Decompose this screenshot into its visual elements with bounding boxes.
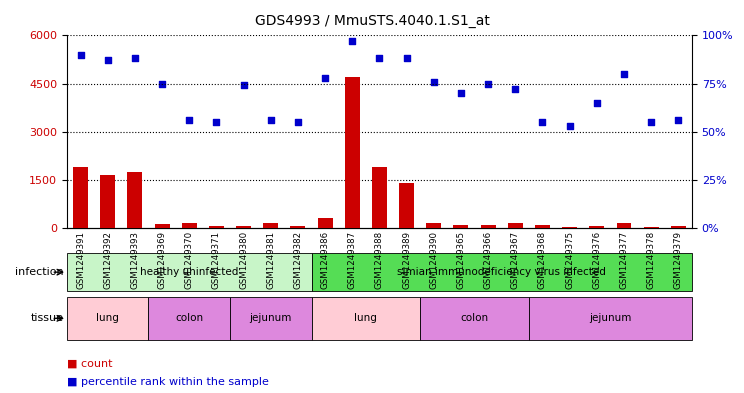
Point [292,119,304,125]
Bar [67,253,312,291]
Point [183,117,195,123]
Point [536,119,548,125]
Bar [209,226,224,228]
Text: jejunum: jejunum [589,313,632,323]
Point [102,57,114,64]
Point [455,90,467,96]
Text: tissue: tissue [31,313,63,323]
Point [319,75,331,81]
Bar [426,223,441,228]
Bar [149,297,230,340]
Point [265,117,277,123]
Bar [312,253,692,291]
Bar [67,297,149,340]
Point [564,123,576,129]
Bar [399,183,414,228]
Text: colon: colon [175,313,203,323]
Point [211,119,222,125]
Bar [73,167,88,228]
Point [74,51,86,58]
Bar [508,223,523,228]
Point [401,55,413,62]
Bar [182,223,196,228]
Text: ■ count: ■ count [67,358,112,369]
Bar [155,224,170,228]
Text: lung: lung [354,313,377,323]
Bar [127,172,142,228]
Bar [481,225,496,228]
Text: healthy uninfected: healthy uninfected [140,267,238,277]
Text: ■ percentile rank within the sample: ■ percentile rank within the sample [67,377,269,387]
Point [373,55,385,62]
Text: simian immunodeficiency virus infected: simian immunodeficiency virus infected [397,267,606,277]
Bar [312,297,420,340]
Point [618,71,630,77]
Bar [318,218,333,228]
Point [156,80,168,86]
Bar [236,226,251,228]
Bar [372,167,387,228]
Bar [589,226,604,228]
Point [428,79,440,85]
Bar [344,77,360,228]
Bar [617,223,632,228]
Point [673,117,684,123]
Text: infection: infection [15,267,63,277]
Bar [562,227,577,228]
Bar [290,226,305,228]
Text: jejunum: jejunum [249,313,292,323]
Bar [535,225,550,228]
Bar [263,224,278,228]
Point [591,99,603,106]
Point [129,55,141,62]
Bar [644,227,658,228]
Bar [529,297,692,340]
Bar [100,175,115,228]
Point [482,80,494,86]
Text: lung: lung [96,313,119,323]
Point [645,119,657,125]
Bar [671,226,686,228]
Text: colon: colon [461,313,489,323]
Point [237,82,249,88]
Bar [454,225,469,228]
Bar [230,297,312,340]
Text: GDS4993 / MmuSTS.4040.1.S1_at: GDS4993 / MmuSTS.4040.1.S1_at [254,14,490,28]
Point [510,86,522,92]
Bar [420,297,529,340]
Point [346,38,358,44]
